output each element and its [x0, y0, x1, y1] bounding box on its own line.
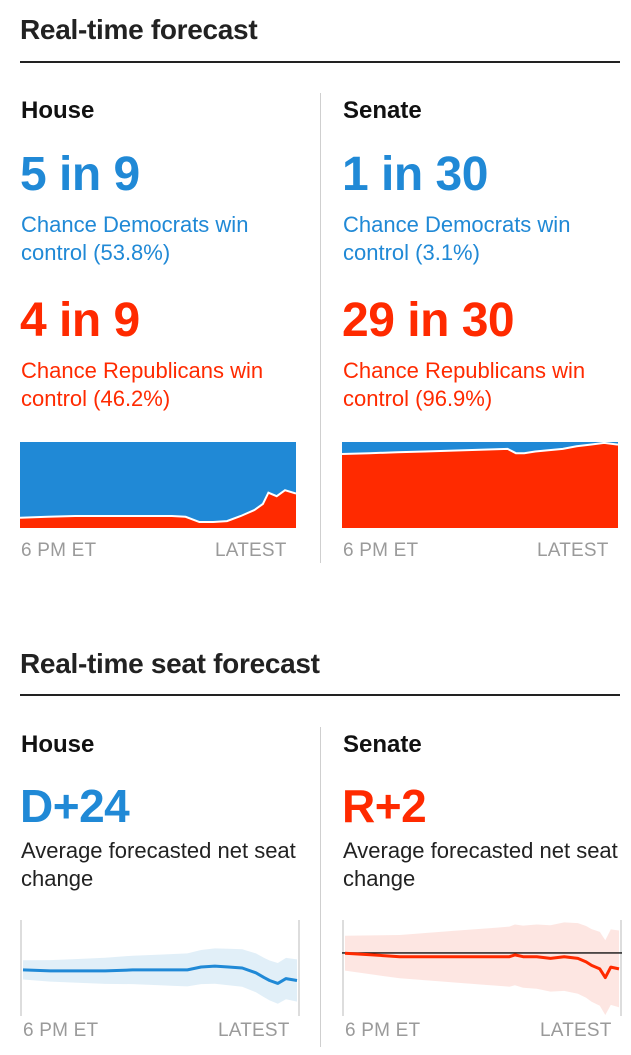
uncertainty-band [23, 948, 297, 1004]
house-dem-text: Chance Democrats win control (53.8%) [21, 212, 249, 265]
senate-dem-text: Chance Democrats win control (3.1%) [343, 212, 571, 265]
boundary-line [342, 442, 618, 455]
section-title-seats: Real-time seat forecast [20, 648, 320, 679]
house-seat-axis-start: 6 PM ET [23, 1020, 99, 1041]
senate-seat-chart [342, 920, 622, 1016]
senate-axis-start: 6 PM ET [343, 540, 419, 561]
senate-title: Senate [343, 97, 422, 124]
senate-seat-text: Average forecasted net seat change [343, 838, 618, 891]
house-axis-end: LATEST [215, 540, 287, 561]
seat-change-line [344, 951, 620, 980]
house-control-chart [20, 442, 296, 528]
house-rep-text: Chance Republicans win control (46.2%) [21, 358, 264, 411]
senate-seat-axis-start: 6 PM ET [345, 1020, 421, 1041]
house-axis-start: 6 PM ET [21, 540, 97, 561]
rep-area [20, 490, 296, 528]
section-rule [20, 61, 620, 63]
house-rep-odds: 4 in 9 [20, 294, 140, 347]
senate-rep-odds: 29 in 30 [342, 294, 515, 347]
senate-seat-value: R+2 [342, 780, 427, 832]
house-seat-title: House [21, 731, 95, 758]
senate-seat-title: Senate [343, 731, 422, 758]
uncertainty-band [345, 922, 619, 1015]
house-seat-text: Average forecasted net seat change [21, 838, 296, 891]
senate-dem-odds: 1 in 30 [342, 148, 488, 201]
senate-axis-end: LATEST [537, 540, 609, 561]
rep-area [342, 442, 618, 528]
house-seat-axis-end: LATEST [218, 1020, 290, 1041]
section-title-control: Real-time forecast [20, 14, 258, 45]
seat-change-line [22, 964, 298, 985]
column-divider [320, 727, 321, 1047]
house-dem-odds: 5 in 9 [20, 148, 140, 201]
boundary-line [20, 489, 296, 523]
senate-seat-axis-end: LATEST [540, 1020, 612, 1041]
senate-rep-text: Chance Republicans win control (96.9%) [343, 358, 586, 411]
senate-control-chart [342, 442, 618, 528]
column-divider [320, 93, 321, 563]
house-seat-value: D+24 [20, 780, 130, 832]
section-rule [20, 694, 620, 696]
house-seat-chart [20, 920, 300, 1016]
house-title: House [21, 97, 95, 124]
